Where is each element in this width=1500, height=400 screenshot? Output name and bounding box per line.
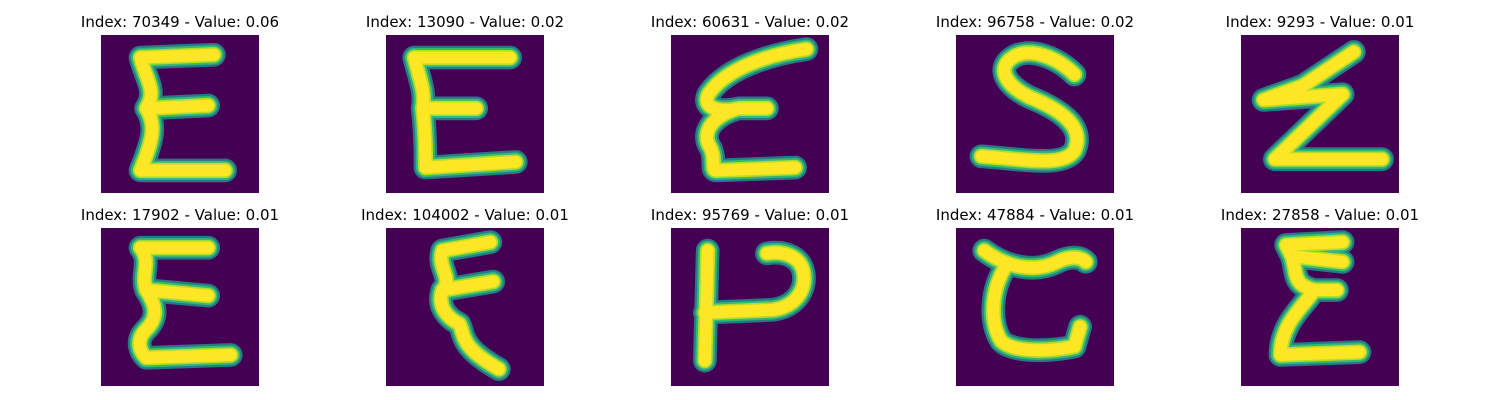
glyph-stroke: [134, 48, 232, 177]
glyph-image: [671, 35, 829, 193]
glyph-image: [101, 228, 259, 386]
glyph-stroke: [1274, 236, 1366, 361]
panel-title: Index: 104002 - Value: 0.01: [361, 206, 569, 224]
image-panel: Index: 27858 - Value: 0.01: [1210, 205, 1430, 386]
panel-title: Index: 70349 - Value: 0.06: [80, 13, 280, 31]
panel-title: Index: 9293 - Value: 0.01: [1225, 13, 1415, 31]
glyph-image: [386, 228, 544, 386]
glyph-stroke: [133, 241, 237, 364]
glyph-stroke: [975, 47, 1083, 167]
glyph-stroke: [1257, 46, 1388, 166]
panel-title: Index: 96758 - Value: 0.02: [935, 13, 1135, 31]
glyph-stroke: [978, 244, 1092, 357]
panel-title: Index: 17902 - Value: 0.01: [80, 206, 280, 224]
image-panel: Index: 9293 - Value: 0.01: [1210, 12, 1430, 193]
glyph-stroke: [701, 43, 813, 177]
glyph-stroke: [408, 51, 522, 174]
glyph-stroke: [698, 244, 810, 367]
glyph-stroke: [435, 236, 505, 375]
panel-title: Index: 27858 - Value: 0.01: [1220, 206, 1420, 224]
glyph-image: [956, 228, 1114, 386]
image-panel: Index: 95769 - Value: 0.01: [640, 205, 860, 386]
image-panel: Index: 13090 - Value: 0.02: [355, 12, 575, 193]
panel-title: Index: 95769 - Value: 0.01: [650, 206, 850, 224]
glyph-image: [101, 35, 259, 193]
image-panel: Index: 96758 - Value: 0.02: [925, 12, 1145, 193]
glyph-image: [956, 35, 1114, 193]
glyph-image: [386, 35, 544, 193]
image-panel: Index: 70349 - Value: 0.06: [70, 12, 290, 193]
panel-title: Index: 13090 - Value: 0.02: [365, 13, 565, 31]
image-panel: Index: 17902 - Value: 0.01: [70, 205, 290, 386]
image-panel: Index: 104002 - Value: 0.01: [355, 205, 575, 386]
image-panel: Index: 60631 - Value: 0.02: [640, 12, 860, 193]
image-panel: Index: 47884 - Value: 0.01: [925, 205, 1145, 386]
glyph-image: [671, 228, 829, 386]
panel-title: Index: 47884 - Value: 0.01: [935, 206, 1135, 224]
panel-title: Index: 60631 - Value: 0.02: [650, 13, 850, 31]
glyph-image: [1241, 35, 1399, 193]
glyph-image: [1241, 228, 1399, 386]
